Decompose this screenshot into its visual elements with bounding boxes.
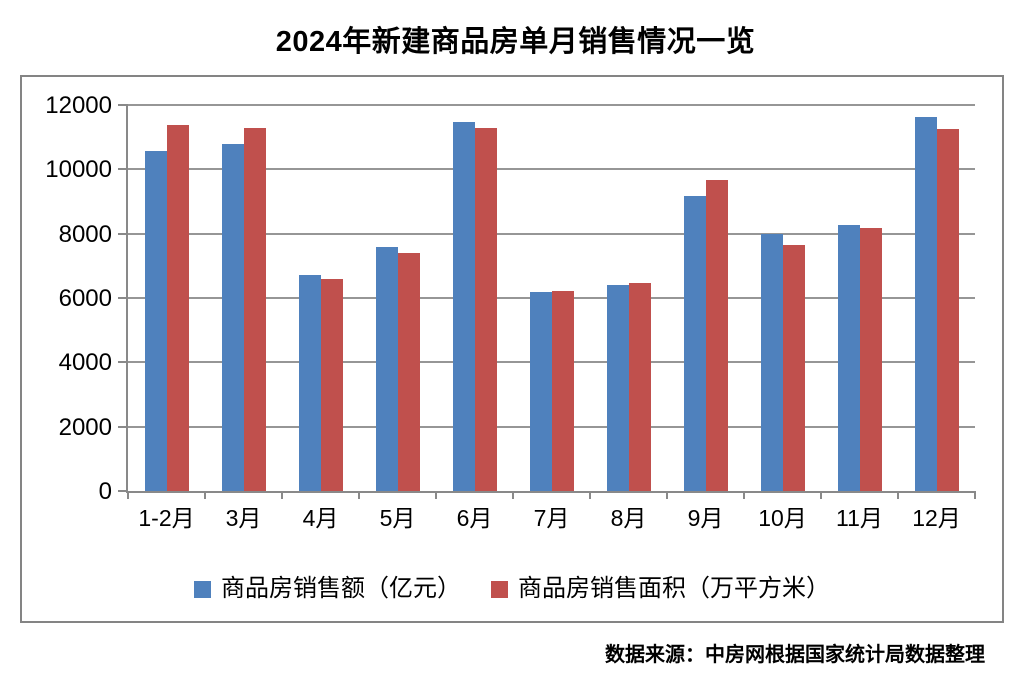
- y-axis-tick: [118, 168, 128, 171]
- y-axis-tick: [118, 297, 128, 299]
- bar-series2-8月: [628, 283, 651, 491]
- legend-swatch-sales-amount: [194, 580, 211, 598]
- plot-area: 0 2000 4000 6000 8000 10000 12000 1-2月 3月 4月 5月 6月 7…: [45, 94, 976, 530]
- bar-series2-12月: [936, 128, 959, 491]
- x-axis-tick: [666, 491, 668, 499]
- data-source: 数据来源：中房网根据国家统计局数据整理: [605, 644, 985, 666]
- bar-series1-3月: [221, 143, 244, 491]
- bar-series2-10月: [782, 245, 805, 491]
- x-axis-label: 9月: [687, 505, 724, 531]
- y-axis-label: 4000: [58, 349, 112, 377]
- x-axis-label: 7月: [533, 505, 570, 531]
- legend-item-sales-area: 商品房销售面积（万平方米）: [491, 577, 830, 601]
- bar-series2-6月: [474, 128, 497, 491]
- bar-group-8月: [590, 105, 667, 491]
- legend-item-sales-amount: 商品房销售额（亿元）: [194, 577, 461, 601]
- bar-group-11月: [821, 105, 898, 491]
- bar-series2-9月: [705, 179, 728, 491]
- y-axis-label: 2000: [58, 413, 112, 441]
- legend-label-sales-area: 商品房销售面积（万平方米）: [518, 575, 830, 602]
- x-axis-tick: [589, 491, 591, 499]
- bar-series1-4月: [298, 275, 321, 491]
- bar-series2-11月: [859, 227, 882, 491]
- chart-frame: 0 2000 4000 6000 8000 10000 12000 1-2月 3月 4月 5月 6月 7…: [20, 75, 1004, 623]
- x-axis-label: 10月: [758, 505, 807, 531]
- x-axis-tick: [512, 491, 514, 499]
- y-axis-tick: [118, 104, 128, 106]
- y-axis-tick: [118, 232, 128, 235]
- bar-series2-7月: [551, 290, 574, 491]
- x-axis-label: 8月: [610, 505, 647, 531]
- legend-swatch-sales-area: [491, 580, 508, 598]
- y-axis-tick: [118, 425, 128, 428]
- legend: 商品房销售额（亿元） 商品房销售面积（万平方米）: [22, 577, 1002, 601]
- x-axis-tick: [743, 491, 745, 499]
- x-axis-label: 1-2月: [138, 505, 195, 531]
- bar-group-5月: [359, 105, 436, 491]
- bar-group-7月: [513, 105, 590, 491]
- x-axis-label: 5月: [379, 505, 416, 531]
- bar-series2-4月: [320, 279, 343, 491]
- bar-group-12月: [898, 105, 975, 491]
- bar-series2-1-2月: [166, 125, 189, 491]
- x-axis-label: 3月: [225, 505, 262, 531]
- bar-group-1-2月: [128, 105, 205, 491]
- y-axis-tick: [118, 490, 128, 492]
- bar-series1-12月: [914, 117, 937, 491]
- x-axis-label: 12月: [912, 505, 961, 531]
- x-axis-tick: [127, 491, 129, 499]
- h-gridline: [128, 104, 975, 106]
- x-axis-label: 6月: [456, 505, 493, 531]
- x-axis-tick: [974, 491, 976, 499]
- bar-series1-7月: [529, 291, 552, 491]
- x-axis-tick: [358, 491, 360, 499]
- bar-group-10月: [744, 105, 821, 491]
- legend-label-sales-amount: 商品房销售额（亿元）: [221, 575, 461, 602]
- x-axis-label: 11月: [836, 505, 883, 531]
- bar-series1-6月: [452, 122, 475, 491]
- bar-series1-1-2月: [144, 151, 167, 491]
- bar-series1-9月: [683, 196, 706, 491]
- y-axis-label: 12000: [45, 92, 112, 119]
- y-axis-label: 0: [98, 478, 112, 505]
- chart-title: 2024年新建商品房单月销售情况一览: [275, 26, 756, 58]
- y-axis-label: 8000: [58, 220, 112, 248]
- h-gridline: [128, 232, 975, 235]
- bar-series2-3月: [243, 127, 266, 491]
- bar-group-9月: [667, 105, 744, 491]
- x-axis-tick: [820, 491, 822, 499]
- x-axis-tick: [897, 491, 899, 499]
- bar-series1-8月: [606, 285, 629, 491]
- bar-series2-5月: [397, 253, 420, 491]
- bar-series1-10月: [760, 234, 783, 491]
- bar-group-3月: [205, 105, 282, 491]
- x-axis-tick: [281, 491, 283, 499]
- bar-series1-11月: [837, 224, 860, 491]
- h-gridline: [128, 168, 975, 171]
- x-axis-tick: [435, 491, 437, 499]
- y-axis-tick: [118, 361, 128, 364]
- y-axis-label: 6000: [58, 285, 112, 312]
- y-axis-label: 10000: [45, 156, 112, 184]
- bar-group-6月: [436, 105, 513, 491]
- x-axis-tick: [204, 491, 206, 499]
- bar-series1-5月: [375, 246, 398, 491]
- bar-group-4月: [282, 105, 359, 491]
- x-axis-label: 4月: [302, 505, 339, 531]
- x-axis-line: [126, 491, 975, 493]
